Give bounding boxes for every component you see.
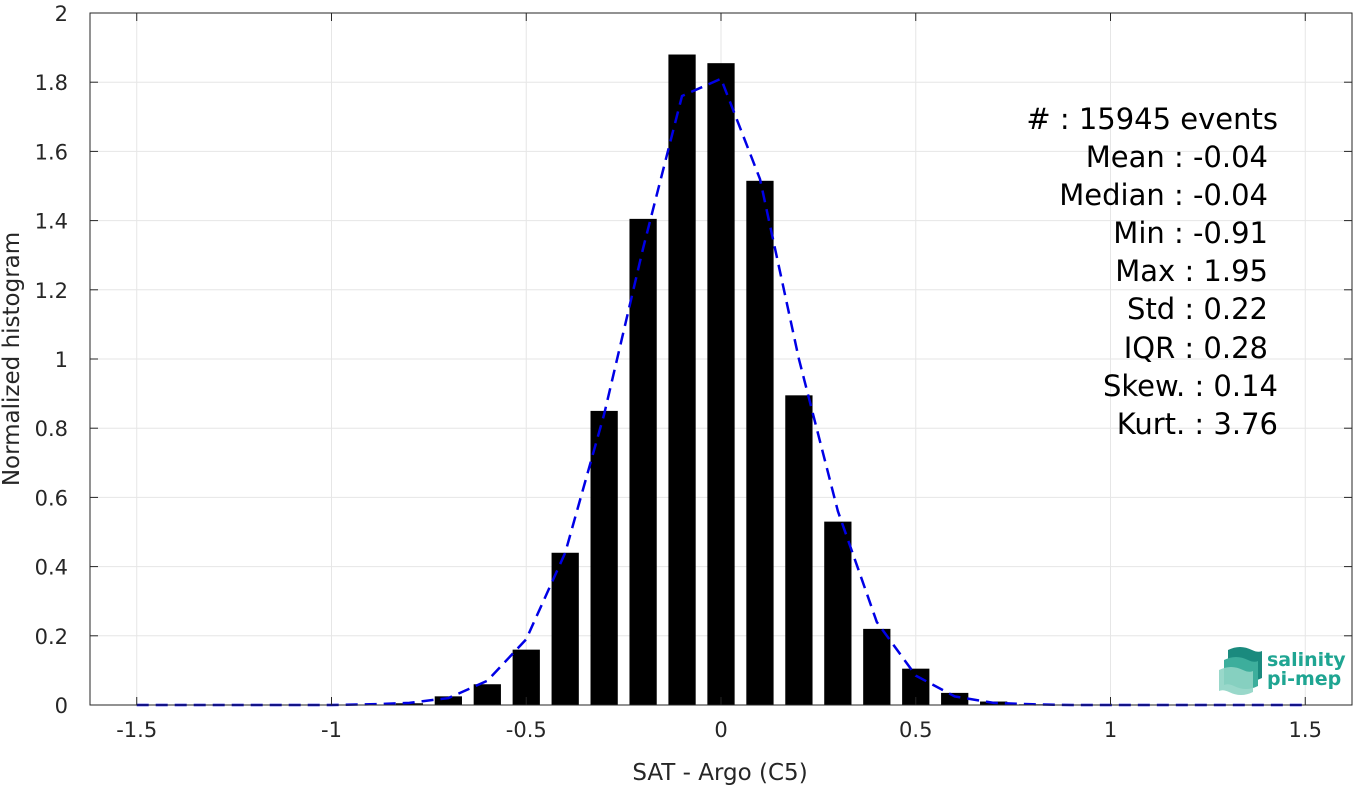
stats-max: Max : 1.95 [1115, 254, 1268, 288]
x-tick-label: 0.5 [899, 718, 932, 742]
histogram-bar [785, 395, 812, 705]
histogram-bar [591, 411, 618, 705]
y-axis-label: Normalized histogram [0, 232, 25, 486]
logo-text-pi-mep: pi-mep [1267, 668, 1341, 690]
y-tick-label: 0.6 [35, 486, 68, 510]
y-tick-label: 0.4 [35, 556, 68, 580]
x-tick-label: -0.5 [506, 718, 547, 742]
stats-std: Std : 0.22 [1127, 292, 1268, 326]
y-tick-label: 1 [55, 348, 68, 372]
y-tick-label: 1.8 [35, 71, 68, 95]
y-tick-label: 2 [55, 2, 68, 26]
x-tick-label: -1.5 [116, 718, 157, 742]
histogram-bar [513, 650, 540, 705]
stats-skew: Skew. : 0.14 [1103, 369, 1278, 403]
histogram-bar [746, 181, 773, 705]
stats-iqr: IQR : 0.28 [1124, 331, 1268, 365]
stats-kurt: Kurt. : 3.76 [1117, 407, 1278, 441]
x-tick-label: -1 [321, 718, 342, 742]
histogram-bar [668, 55, 695, 705]
salinity-pi-mep-logo: salinity pi-mep [1219, 647, 1346, 695]
stats-mean: Mean : -0.04 [1086, 140, 1268, 174]
y-tick-label: 0 [55, 694, 68, 718]
y-tick-label: 0.8 [35, 417, 68, 441]
stats-min: Min : -0.91 [1113, 216, 1268, 250]
y-tick-label: 1.2 [35, 279, 68, 303]
histogram-bar [941, 693, 968, 705]
x-axis-label: SAT - Argo (C5) [632, 760, 807, 786]
y-tick-label: 0.2 [35, 625, 68, 649]
histogram-bar [863, 629, 890, 705]
y-tick-label: 1.4 [35, 210, 68, 234]
histogram-bar [824, 522, 851, 705]
histogram-bar [474, 684, 501, 705]
histogram-bar [629, 219, 656, 705]
histogram-bar [707, 63, 734, 705]
x-tick-label: 1 [1104, 718, 1117, 742]
stats-events: # : 15945 events [1026, 102, 1278, 136]
x-tick-label: 1.5 [1289, 718, 1322, 742]
y-tick-label: 1.6 [35, 140, 68, 164]
stats-median: Median : -0.04 [1059, 178, 1268, 212]
x-tick-label: 0 [714, 718, 727, 742]
